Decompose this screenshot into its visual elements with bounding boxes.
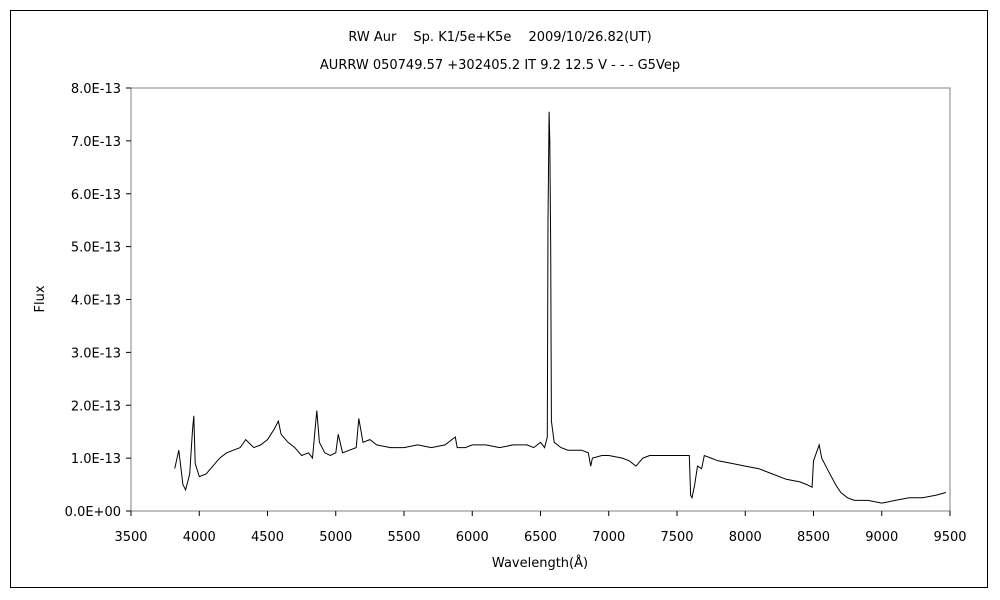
x-axis-label: Wavelength(Å) (492, 555, 588, 571)
x-tick-label: 8500 (797, 530, 830, 545)
x-tick-label: 6000 (456, 530, 489, 545)
y-tick-label: 5.0E-13 (71, 241, 121, 256)
y-tick-label: 2.0E-13 (71, 399, 121, 414)
x-tick-label: 8000 (729, 530, 762, 545)
x-tick-label: 5500 (387, 530, 420, 545)
x-tick-label: 5000 (319, 530, 352, 545)
y-axis-label: Flux (33, 285, 48, 312)
y-axis: 0.0E+00 1.0E-13 2.0E-13 3.0E-13 4.0E-13 5.0E-… (65, 82, 131, 520)
y-tick-label: 0.0E+00 (65, 505, 121, 520)
y-tick-label: 4.0E-13 (71, 294, 121, 309)
x-tick-label: 7000 (592, 530, 625, 545)
plot-area (130, 87, 951, 512)
chart-title: RW Aur Sp. K1/5e+K5e 2009/10/26.82(UT) (348, 30, 651, 45)
y-tick-label: 3.0E-13 (71, 346, 121, 361)
x-axis: 3500 4000 4500 5000 5500 6000 6500 7000 7500 8000… (114, 511, 967, 545)
chart-frame (10, 10, 988, 588)
x-tick-label: 9500 (933, 530, 966, 545)
spectrum-line (174, 111, 947, 504)
x-tick-label: 7500 (660, 530, 693, 545)
x-tick-label: 9000 (865, 530, 898, 545)
y-tick-label: 1.0E-13 (71, 452, 121, 467)
y-tick-label: 8.0E-13 (71, 82, 121, 97)
y-tick-label: 6.0E-13 (71, 188, 121, 203)
chart-subtitle: AURRW 050749.57 +302405.2 IT 9.2 12.5 V … (320, 58, 680, 73)
x-tick-label: 4500 (251, 530, 284, 545)
x-tick-label: 6500 (524, 530, 557, 545)
y-tick-label: 7.0E-13 (71, 135, 121, 150)
x-tick-label: 4000 (183, 530, 216, 545)
x-tick-label: 3500 (114, 530, 147, 545)
